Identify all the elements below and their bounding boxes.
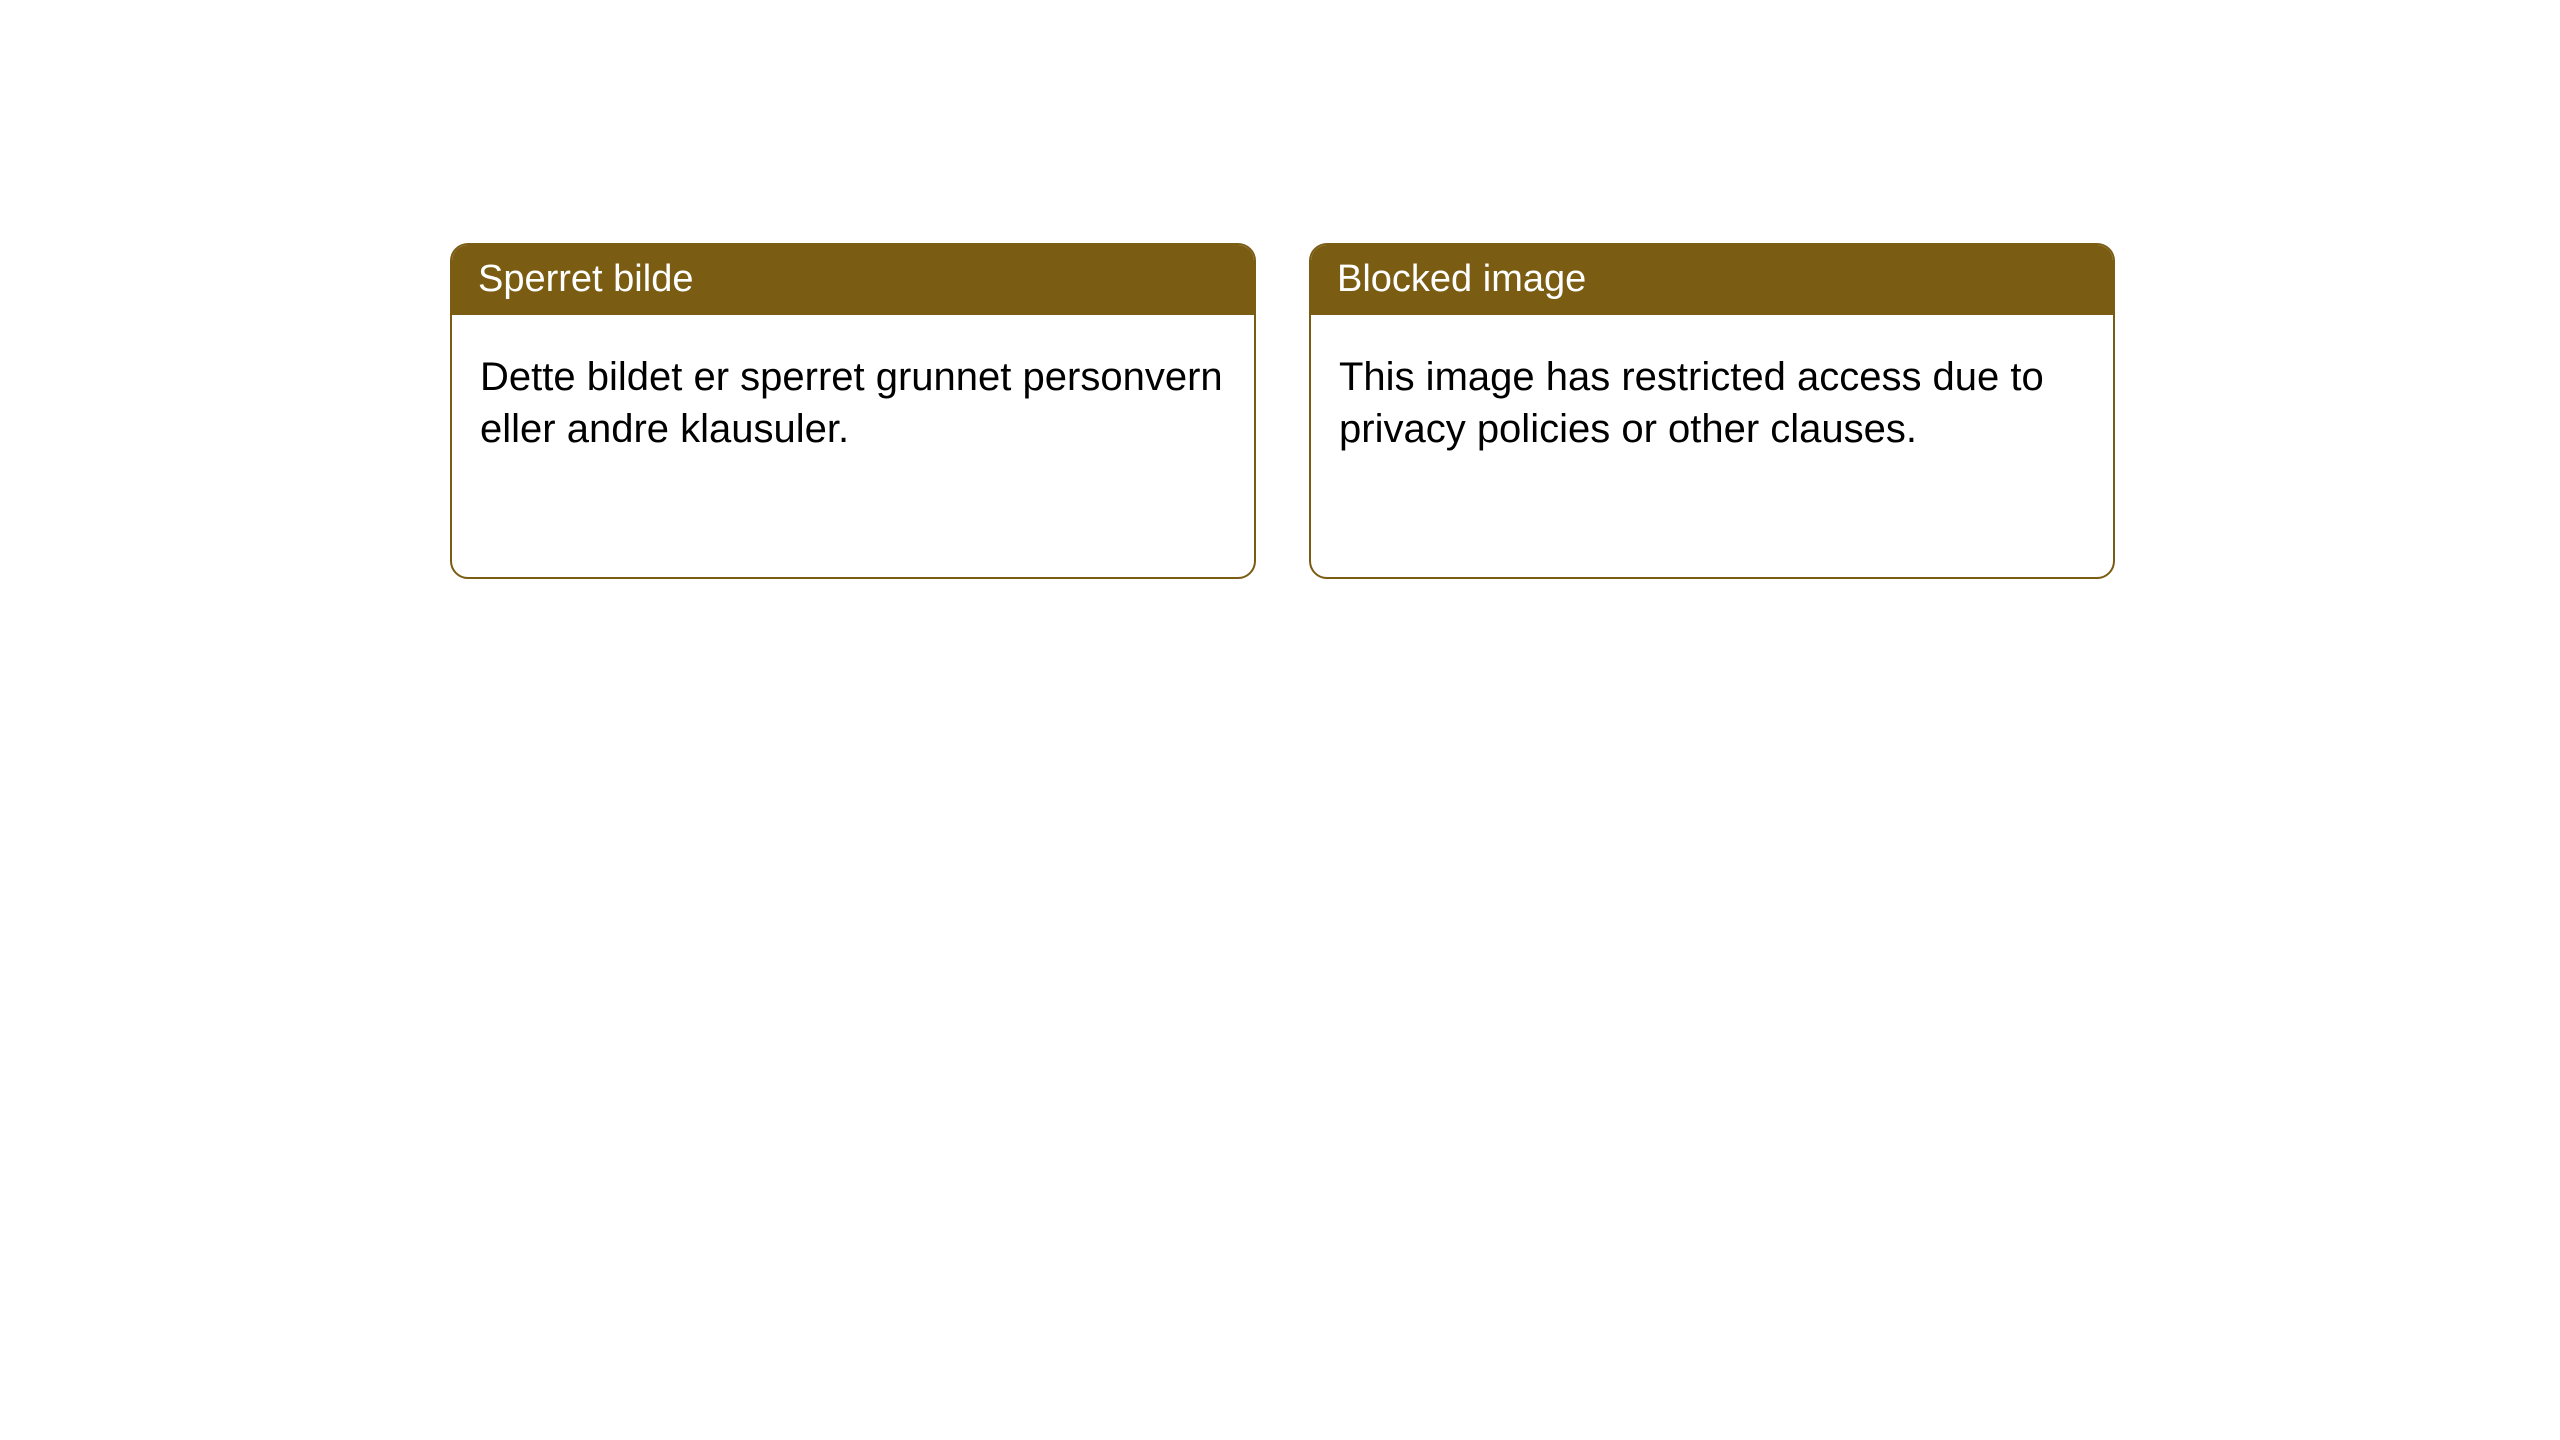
notice-card-english: Blocked image This image has restricted … [1309, 243, 2115, 579]
notice-title: Sperret bilde [478, 258, 693, 300]
notice-message: Dette bildet er sperret grunnet personve… [480, 355, 1223, 451]
notice-container: Sperret bilde Dette bildet er sperret gr… [450, 243, 2115, 579]
notice-title: Blocked image [1337, 258, 1586, 300]
notice-card-norwegian: Sperret bilde Dette bildet er sperret gr… [450, 243, 1256, 579]
notice-header: Sperret bilde [452, 245, 1254, 315]
notice-body: Dette bildet er sperret grunnet personve… [452, 315, 1254, 491]
notice-message: This image has restricted access due to … [1339, 355, 2044, 451]
notice-header: Blocked image [1311, 245, 2113, 315]
notice-body: This image has restricted access due to … [1311, 315, 2113, 491]
